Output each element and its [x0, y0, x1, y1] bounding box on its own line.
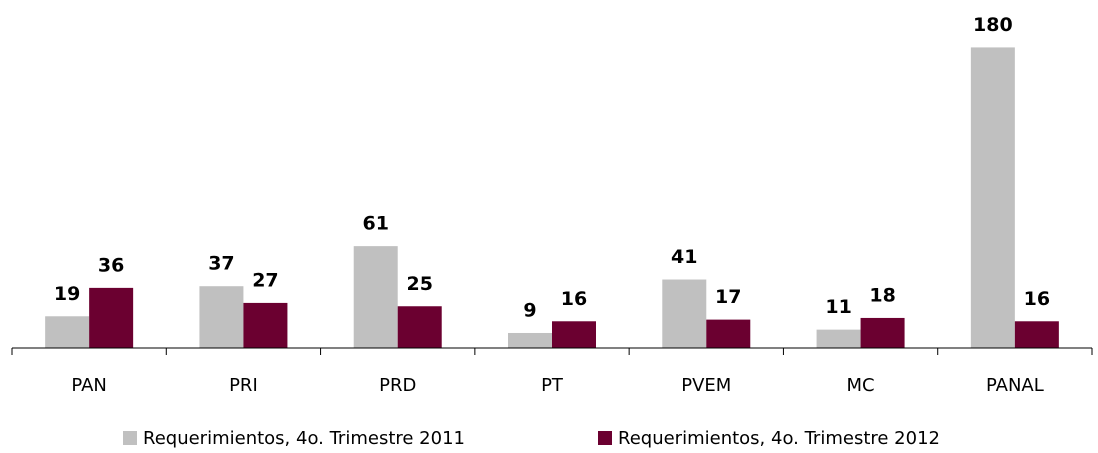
legend-swatch	[123, 431, 137, 445]
data-label: 25	[406, 273, 432, 295]
x-tick-label: PANAL	[986, 375, 1044, 396]
data-label: 180	[973, 14, 1013, 36]
data-label: 11	[825, 296, 851, 318]
bar	[243, 302, 288, 348]
bar	[662, 279, 707, 348]
x-tick-label: PAN	[71, 375, 106, 396]
data-label: 36	[98, 254, 124, 276]
bar	[970, 47, 1015, 349]
x-tick-label: PRD	[379, 375, 416, 396]
data-label: 27	[252, 269, 278, 291]
data-label: 16	[1024, 288, 1050, 310]
data-label: 41	[671, 246, 697, 268]
x-tick-label: PT	[541, 375, 564, 396]
bar	[397, 306, 442, 348]
legend-swatch	[598, 431, 612, 445]
bar	[860, 317, 905, 348]
legend-label: Requerimientos, 4o. Trimestre 2012	[618, 428, 940, 449]
data-label: 61	[362, 213, 388, 235]
bar	[706, 319, 751, 348]
bar	[199, 286, 244, 348]
bar	[816, 329, 861, 348]
x-tick-label: PRI	[229, 375, 258, 396]
data-label: 9	[523, 299, 536, 321]
bar	[353, 246, 398, 348]
data-label: 37	[208, 253, 234, 275]
bar	[508, 332, 552, 348]
data-label: 19	[54, 283, 80, 305]
data-label: 16	[561, 288, 587, 310]
bar	[89, 287, 134, 348]
legend-label: Requerimientos, 4o. Trimestre 2011	[143, 428, 465, 449]
bar	[552, 321, 596, 348]
x-tick-label: MC	[847, 375, 875, 396]
x-tick-label: PVEM	[681, 375, 731, 396]
data-label: 18	[869, 284, 895, 306]
data-label: 17	[715, 286, 741, 308]
bar	[1014, 321, 1059, 348]
bar	[45, 316, 90, 348]
